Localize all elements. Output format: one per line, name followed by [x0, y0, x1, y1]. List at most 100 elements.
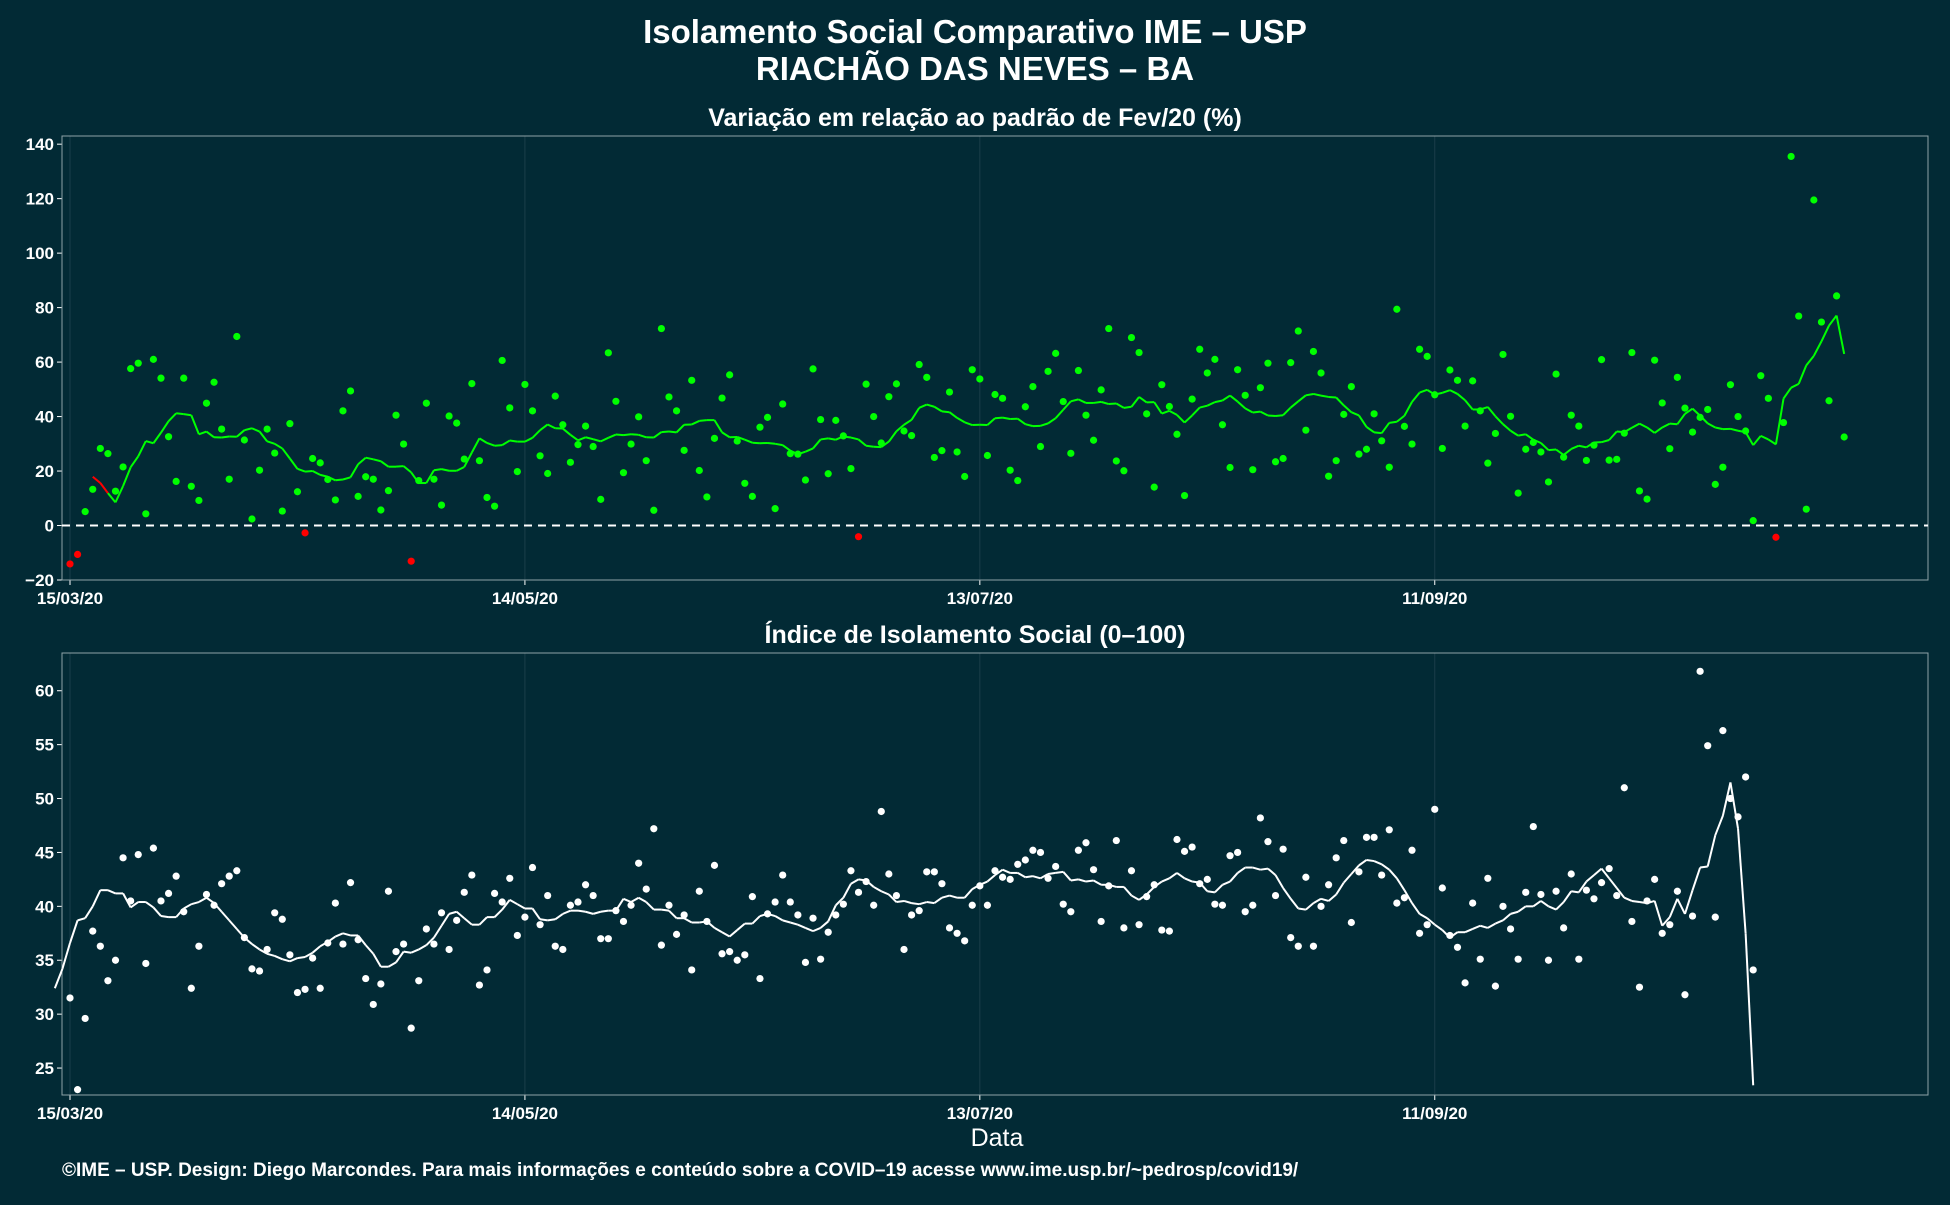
index-moving-average-line — [919, 902, 927, 904]
variation-point — [112, 488, 119, 495]
index-moving-average-line — [601, 911, 609, 912]
index-moving-average-line — [1655, 901, 1663, 926]
index-moving-average-line — [684, 918, 692, 922]
index-point — [377, 980, 384, 987]
index-point — [938, 880, 945, 887]
index-moving-average-line — [1556, 902, 1564, 910]
index-moving-average-line — [1207, 891, 1215, 892]
variation-moving-average-line — [169, 413, 177, 421]
variation-point — [726, 371, 733, 378]
index-point — [150, 845, 157, 852]
variation-point — [567, 459, 574, 466]
index-point — [1719, 727, 1726, 734]
index-moving-average-line — [714, 928, 722, 932]
index-point — [961, 937, 968, 944]
index-point — [1363, 834, 1370, 841]
index-moving-average-line — [184, 904, 192, 908]
variation-moving-average-line — [1730, 429, 1738, 431]
variation-point — [984, 452, 991, 459]
variation-moving-average-line — [131, 456, 139, 467]
index-point — [66, 994, 73, 1001]
variation-point — [1825, 397, 1832, 404]
variation-moving-average-line — [502, 441, 510, 446]
variation-moving-average-line — [1662, 424, 1670, 428]
variation-moving-average-line — [1382, 423, 1390, 433]
index-moving-average-line — [1298, 908, 1306, 909]
variation-point — [74, 551, 81, 558]
variation-point — [688, 377, 695, 384]
index-moving-average-line — [896, 901, 904, 902]
variation-point — [1841, 433, 1848, 440]
variation-point — [1742, 427, 1749, 434]
variation-point — [332, 496, 339, 503]
index-moving-average-line — [1382, 864, 1390, 869]
variation-point — [173, 478, 180, 485]
index-point — [1575, 956, 1582, 963]
index-moving-average-line — [927, 902, 935, 903]
variation-moving-average-line — [1313, 394, 1321, 396]
variation-point — [317, 459, 324, 466]
variation-point — [1234, 366, 1241, 373]
variation-point — [734, 437, 741, 444]
index-point — [1446, 932, 1453, 939]
index-moving-average-line — [1488, 924, 1496, 928]
variation-point — [1704, 406, 1711, 413]
variation-moving-average-line — [1306, 394, 1314, 395]
index-point — [1135, 921, 1142, 928]
index-moving-average-line — [874, 887, 882, 891]
variation-point — [885, 393, 892, 400]
variation-y-tick-label: 100 — [26, 244, 54, 263]
variation-point — [1393, 306, 1400, 313]
variation-moving-average-line — [866, 446, 874, 447]
variation-moving-average-line — [351, 464, 359, 477]
index-y-tick-label: 35 — [35, 951, 54, 970]
variation-point — [1196, 346, 1203, 353]
index-point — [1530, 823, 1537, 830]
variation-point — [210, 379, 217, 386]
index-point — [423, 925, 430, 932]
index-moving-average-line — [1503, 914, 1511, 920]
variation-point — [665, 393, 672, 400]
index-y-tick-label: 40 — [35, 897, 54, 916]
index-point — [544, 892, 551, 899]
index-moving-average-line — [904, 901, 912, 903]
index-moving-average-line — [775, 916, 783, 920]
index-point — [392, 948, 399, 955]
variation-moving-average-line — [1238, 402, 1246, 409]
variation-moving-average-line — [783, 445, 791, 450]
variation-moving-average-line — [396, 466, 404, 467]
variation-point — [1697, 414, 1704, 421]
index-moving-average-line — [790, 923, 798, 925]
index-point — [119, 854, 126, 861]
variation-point — [1158, 381, 1165, 388]
variation-point — [1211, 356, 1218, 363]
index-moving-average-line — [199, 898, 207, 902]
variation-point — [552, 393, 559, 400]
variation-moving-average-line — [745, 440, 753, 443]
variation-point — [1067, 450, 1074, 457]
variation-point — [1189, 396, 1196, 403]
variation-moving-average-line — [942, 411, 950, 412]
variation-moving-average-line — [472, 438, 480, 452]
variation-point — [188, 483, 195, 490]
variation-y-tick-label: 0 — [45, 517, 54, 536]
index-point — [317, 985, 324, 992]
variation-moving-average-line — [563, 429, 571, 435]
index-moving-average-line — [1518, 906, 1526, 911]
index-y-tick-label: 25 — [35, 1059, 54, 1078]
variation-point — [1833, 292, 1840, 299]
index-moving-average-line — [313, 946, 321, 952]
variation-moving-average-line — [1799, 365, 1807, 384]
index-moving-average-line — [623, 899, 631, 902]
index-point — [226, 873, 233, 880]
index-point — [195, 943, 202, 950]
variation-moving-average-line — [608, 435, 616, 438]
variation-point — [468, 380, 475, 387]
index-point — [1469, 900, 1476, 907]
index-point — [597, 935, 604, 942]
variation-moving-average-line — [305, 471, 313, 472]
variation-moving-average-line — [813, 439, 821, 448]
variation-moving-average-line — [457, 467, 465, 471]
variation-point — [423, 400, 430, 407]
variation-moving-average-line — [1442, 390, 1450, 393]
